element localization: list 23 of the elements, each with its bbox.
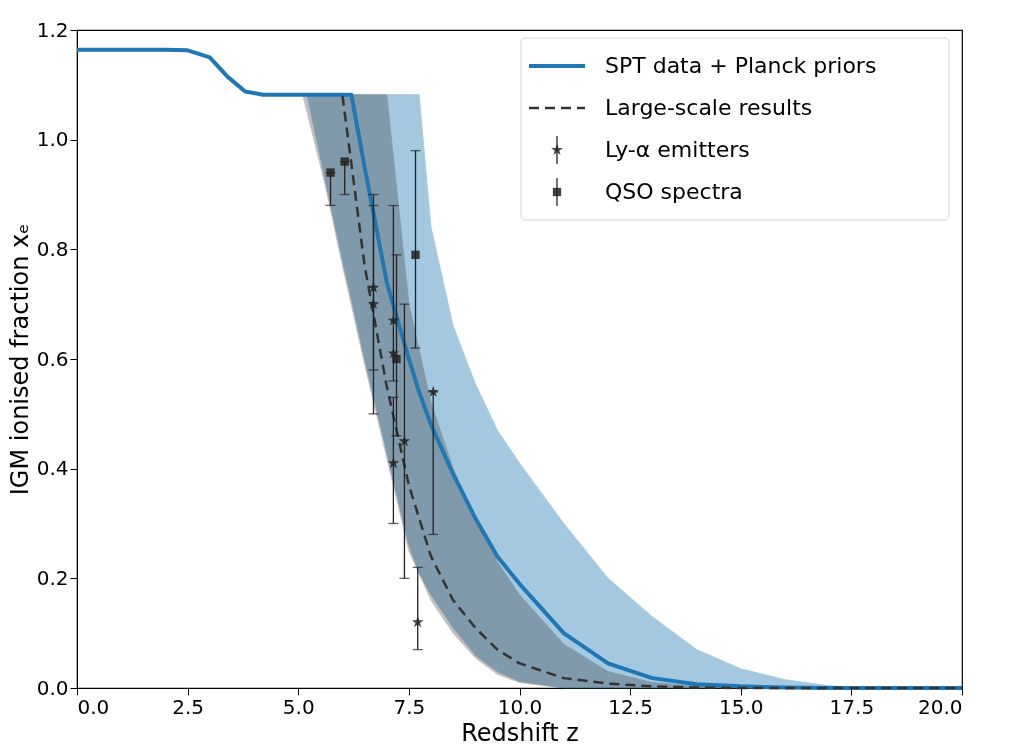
x-tick-label: 12.5 xyxy=(608,694,653,719)
line-series xyxy=(75,47,964,690)
y-tick-label: 1.2 xyxy=(36,17,69,42)
x-tick-label: 20.0 xyxy=(917,694,963,719)
x-tick-label: 10.0 xyxy=(497,694,543,719)
legend-label: Ly-α emitters xyxy=(605,137,750,162)
y-tick-label: 0.0 xyxy=(36,675,69,700)
x-tick-label: 5.0 xyxy=(282,694,315,719)
x-tick-label: 2.5 xyxy=(172,694,205,719)
y-tick-label: 1.0 xyxy=(36,127,69,152)
x-tick-label: 15.0 xyxy=(718,694,764,719)
x-tick-label: 17.5 xyxy=(829,694,875,719)
x-tick-label: 7.5 xyxy=(393,694,426,719)
legend-label: Large-scale results xyxy=(605,95,813,120)
y-tick-label: 0.6 xyxy=(36,346,69,371)
y-tick-label: 0.2 xyxy=(36,565,69,590)
legend-label: SPT data + Planck priors xyxy=(605,53,877,78)
x-tick-label: 0.0 xyxy=(77,694,110,719)
y-tick-label: 0.8 xyxy=(36,236,69,261)
x-axis-title: Redshift z xyxy=(461,718,579,747)
legend-label: QSO spectra xyxy=(605,179,743,204)
y-tick-label: 0.4 xyxy=(36,456,69,481)
y-axis-title: IGM ionised fraction xₑ xyxy=(5,223,34,496)
